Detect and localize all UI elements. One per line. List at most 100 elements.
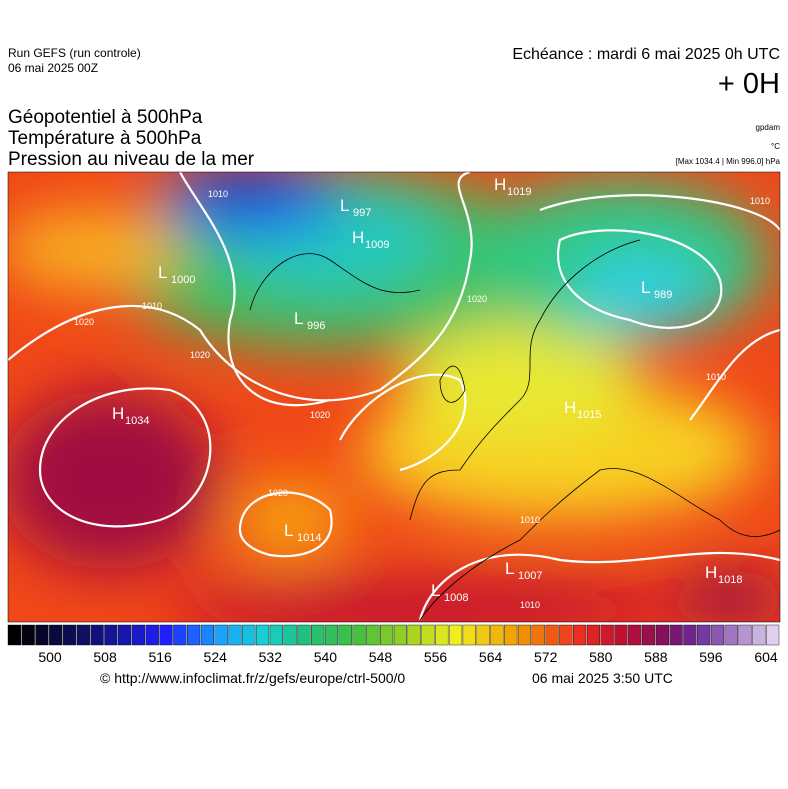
center-value: 1007 <box>518 570 542 582</box>
colorbar-swatch <box>214 624 228 646</box>
run-name: Run GEFS (run controle) <box>8 46 141 60</box>
center-letter: H <box>112 404 124 423</box>
run-date: 06 mai 2025 00Z <box>8 61 99 75</box>
unit: °C <box>771 142 780 151</box>
colorbar-swatch <box>131 624 146 646</box>
coastlines <box>249 239 780 621</box>
colorbar-swatch <box>407 624 421 646</box>
field: Pression au niveau de la mer <box>8 149 255 170</box>
colorbar-swatch <box>159 624 173 646</box>
colorbar-swatch <box>724 624 738 646</box>
isobar-label: 1020 <box>310 410 330 420</box>
colorbar: 500 508 516 524 532 540 548 556 564 572 580 588 596 6… <box>7 624 780 665</box>
isobar-label: 1010 <box>706 372 726 382</box>
colorbar-swatch <box>35 624 49 646</box>
center-value: 1018 <box>718 574 742 586</box>
colorbar-swatch <box>573 624 587 646</box>
colorbar-swatch <box>228 624 242 646</box>
temperature-field <box>8 172 780 622</box>
center-letter: H <box>705 563 717 582</box>
colorbar-swatch <box>200 624 214 646</box>
colorbar-swatch <box>738 624 752 646</box>
colorbar-swatch <box>697 624 711 646</box>
center-letter: H <box>564 398 576 417</box>
colorbar-tick-label: 572 <box>534 649 558 665</box>
colorbar-tick-label: 588 <box>644 649 668 665</box>
colorbar-swatch <box>752 624 766 646</box>
colorbar-tick-label: 604 <box>754 649 778 665</box>
field: Géopotentiel à 500hPa <box>8 107 203 128</box>
center-letter: H <box>352 228 364 247</box>
colorbar-swatch <box>545 624 559 646</box>
colorbar-swatch <box>49 624 63 646</box>
colorbar-swatch <box>517 624 532 646</box>
center-letter: L <box>340 196 349 215</box>
colorbar-tick-label: 596 <box>699 649 723 665</box>
colorbar-swatch <box>21 624 35 646</box>
center-value: 996 <box>307 320 325 332</box>
colorbar-swatch <box>641 624 656 646</box>
colorbar-tick-label: 508 <box>93 649 117 665</box>
colorbar-swatch <box>586 624 600 646</box>
colorbar-swatch <box>311 624 325 646</box>
center-value: 1008 <box>444 592 468 604</box>
colorbar-swatch <box>683 624 697 646</box>
isobar-label: 1020 <box>268 488 288 498</box>
colorbar-swatch <box>435 624 449 646</box>
colorbar-swatch <box>187 624 201 646</box>
colorbar-swatch <box>283 624 297 646</box>
center-value: 1019 <box>507 186 531 198</box>
colorbar-swatch <box>628 624 642 646</box>
isobar-label: 1020 <box>190 350 210 360</box>
colorbar-swatch <box>173 624 187 646</box>
colorbar-swatch <box>614 624 628 646</box>
isobar-labels: 1010 1020 1010 1020 1020 1020 1010 1010 1020 1010… <box>74 189 770 610</box>
center-letter: L <box>641 278 650 297</box>
isobar-label: 1010 <box>520 515 540 525</box>
colorbar-swatch <box>352 624 366 646</box>
center-letter: L <box>294 309 303 328</box>
valid-time: Echéance : mardi 6 mai 2025 0h UTC <box>512 46 780 63</box>
colorbar-tick-label: 540 <box>314 649 338 665</box>
colorbar-swatch <box>338 624 352 646</box>
colorbar-swatch <box>655 624 669 646</box>
colorbar-swatch <box>448 624 463 646</box>
center-letter: L <box>158 263 167 282</box>
center-letter: L <box>505 559 514 578</box>
colorbar-swatch <box>559 624 573 646</box>
center-letter: L <box>284 521 293 540</box>
colorbar-swatch <box>7 624 21 646</box>
colorbar-swatch <box>90 624 104 646</box>
isobar-label: 1010 <box>520 600 540 610</box>
isobars <box>8 172 780 621</box>
center-value: 1000 <box>171 274 195 286</box>
colorbar-swatch <box>242 624 256 646</box>
isobar-label: 1020 <box>74 317 94 327</box>
colorbar-tick-label: 532 <box>259 649 283 665</box>
colorbar-swatch <box>145 624 159 646</box>
generated-time: 06 mai 2025 3:50 UTC <box>532 670 673 686</box>
unit: gpdam <box>755 123 780 132</box>
center-value: 1009 <box>365 239 389 251</box>
colorbar-swatch <box>380 624 394 646</box>
colorbar-swatch <box>421 624 435 646</box>
colorbar-swatch <box>118 624 132 646</box>
center-letter: L <box>431 581 440 600</box>
colorbar-swatch <box>62 624 77 646</box>
colorbar-swatch <box>476 624 490 646</box>
colorbar-swatch <box>462 624 476 646</box>
colorbar-tick-label: 516 <box>148 649 172 665</box>
colorbar-swatch <box>766 624 780 646</box>
isobar-label: 1010 <box>208 189 228 199</box>
center-value: 1014 <box>297 532 321 544</box>
center-value: 997 <box>353 207 371 219</box>
colorbar-tick-label: 564 <box>479 649 503 665</box>
center-value: 1034 <box>125 415 149 427</box>
colorbar-swatch <box>269 624 283 646</box>
colorbar-tick-label: 580 <box>589 649 613 665</box>
colorbar-tick-label: 524 <box>204 649 228 665</box>
colorbar-tick-label: 556 <box>424 649 448 665</box>
